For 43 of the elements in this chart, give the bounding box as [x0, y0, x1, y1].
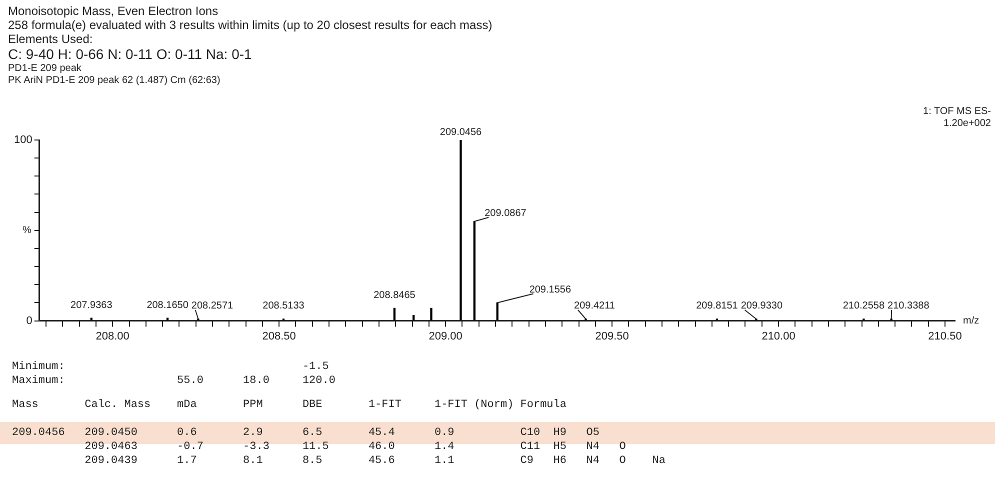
bar: [412, 315, 415, 321]
annotation: 207.9363: [70, 300, 113, 311]
text: 209.0456 209.0450 0.6 2.9 6.5 45.4 0.9 C10 H9 O5: [12, 427, 600, 439]
x-tick-label: 209.00: [428, 330, 462, 342]
annotation: 209.0867: [484, 208, 527, 220]
text: 1.20e+002: [942, 118, 991, 130]
annotation: 210.2558: [842, 300, 885, 312]
annotation: 209.4211: [574, 300, 616, 312]
bar: [460, 140, 462, 321]
x-tick-label: 209.50: [595, 330, 629, 342]
bar: [496, 302, 498, 321]
annotation: 210.3388: [888, 300, 930, 312]
x-tick-label: 208.00: [96, 330, 130, 342]
bar: [430, 308, 432, 321]
annotation: 208.1650: [146, 300, 189, 311]
x-tick-label: 208.50: [262, 330, 296, 342]
annotation: 208.5133: [262, 300, 305, 312]
annotation: 209.8151: [696, 300, 738, 312]
text: Minimum: -1.5: [12, 360, 330, 374]
annotation: 208.2571: [191, 300, 234, 312]
x-axis-title: m/z: [963, 316, 980, 327]
text: 1: TOF MS ES-: [923, 106, 991, 118]
text: Maximum: 55.0 18.0 120.0: [12, 374, 336, 388]
y-tick-label: 100: [14, 134, 32, 146]
text: C: 9-40 H: 0-66 N: 0-11 O: 0-11 Na: 0-1: [8, 46, 253, 63]
annotation: 209.9330: [740, 300, 783, 312]
annotation: 209.1556: [529, 284, 572, 296]
text: PD1-E 209 peak: [8, 63, 82, 75]
bar: [473, 221, 476, 321]
chart-title: Monoisotopic Mass, Even Electron Ions: [8, 4, 220, 18]
text: Mass Calc. Mass mDa PPM DBE 1-FIT 1-FIT (Norm) Formula: [12, 398, 568, 412]
text: 209.0439 1.7 8.1 8.5 45.6 1.1 C9 H6 N4 O Na: [84, 454, 667, 468]
y-tick-label: 0: [26, 314, 32, 327]
y-axis-title: %: [22, 225, 32, 236]
text: Elements Used:: [8, 32, 94, 46]
chart-subtitle: 258 formula(e) evaluated with 3 results within limits (up to 20 closest results for each mass): [8, 18, 492, 32]
annotation: 208.8465: [374, 290, 416, 301]
x-tick-label: 210.50: [928, 330, 962, 342]
text: 209.0463 -0.7 -3.3 11.5 46.0 1.4 C11 H5 N4 O: [84, 440, 627, 454]
annotation: 209.0456: [440, 126, 482, 138]
bar: [393, 308, 396, 321]
text: PK AriN PD1-E 209 peak 62 (1.487) Cm (62:63): [8, 75, 222, 87]
x-tick-label: 210.00: [762, 330, 796, 342]
